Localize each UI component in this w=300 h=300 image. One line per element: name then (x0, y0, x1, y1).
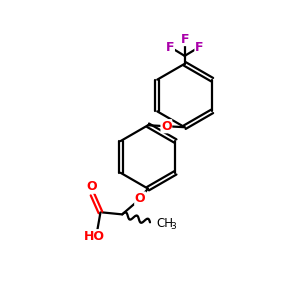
Text: F: F (180, 32, 189, 46)
Text: O: O (86, 180, 97, 193)
Text: F: F (166, 41, 174, 54)
Text: F: F (195, 41, 203, 54)
Text: 3: 3 (170, 222, 176, 231)
Text: O: O (161, 120, 172, 133)
Text: CH: CH (156, 217, 173, 230)
Text: HO: HO (84, 230, 105, 243)
Text: O: O (135, 192, 146, 205)
